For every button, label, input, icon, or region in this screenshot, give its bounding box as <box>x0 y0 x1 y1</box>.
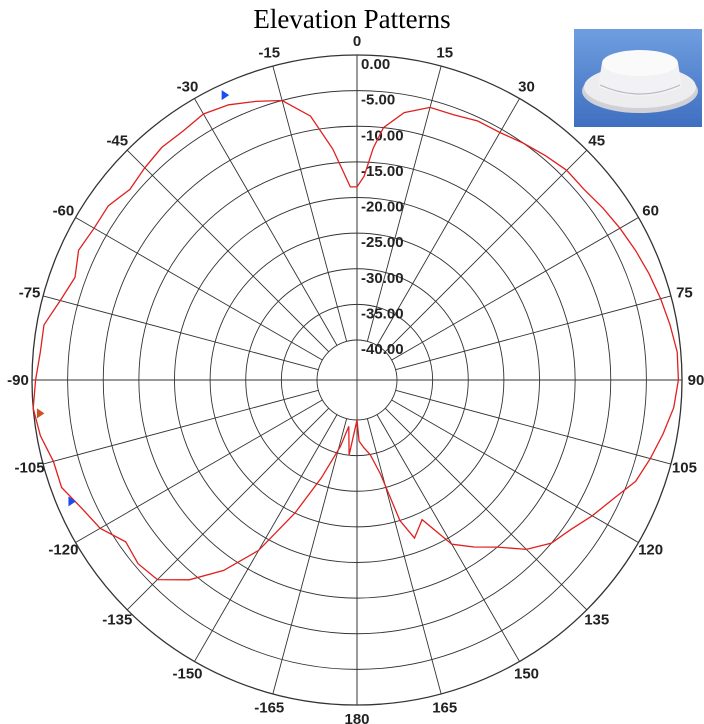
radial-tick-label: -15.00 <box>361 163 404 180</box>
grid-spoke <box>366 65 442 342</box>
grid-spoke <box>75 217 323 361</box>
angular-tick-label: -90 <box>7 372 29 389</box>
radial-tick-label: -25.00 <box>361 234 404 251</box>
grid-spoke <box>391 399 639 543</box>
marker-layer <box>36 90 230 507</box>
angular-tick-label: -165 <box>254 699 284 716</box>
radial-tick-label: -40.00 <box>361 341 404 358</box>
angular-tick-label: -75 <box>19 284 41 301</box>
angular-tick-label: 60 <box>642 203 659 220</box>
angular-tick-label: 135 <box>584 612 609 629</box>
radial-tick-labels: 0.00 -5.00 -10.00 -15.00 -20.00 -25.00 -30.00 -… <box>361 56 404 358</box>
angular-tick-label: -60 <box>53 203 75 220</box>
radial-tick-label: -5.00 <box>361 92 395 109</box>
grid-spoke <box>272 418 348 695</box>
chart-title: Elevation Patterns <box>253 4 451 34</box>
angular-tick-label: 120 <box>638 542 663 559</box>
angular-tick-label: 30 <box>518 78 535 95</box>
radial-tick-label: 0.00 <box>361 56 390 73</box>
angular-tick-label: 180 <box>344 711 369 724</box>
angular-tick-label: -105 <box>15 460 45 477</box>
angular-tick-label: -15 <box>258 45 280 62</box>
angular-tick-label: 45 <box>588 132 605 149</box>
grid-spoke <box>376 98 520 346</box>
series-layer <box>32 99 680 581</box>
grid-spoke <box>376 414 520 662</box>
grid-spoke <box>126 149 330 353</box>
grid-spoke <box>42 295 319 371</box>
grid-spoke <box>391 217 639 361</box>
grid-spoke <box>395 295 672 371</box>
grid-spoke <box>194 98 338 346</box>
radial-tick-label: -35.00 <box>361 305 404 322</box>
angular-tick-label: -120 <box>48 542 78 559</box>
angular-tick-labels: 0 15 30 45 60 75 90 105 120 135 150 165 180 -165 -150 -… <box>7 33 704 724</box>
grid-spoke <box>194 414 338 662</box>
angular-tick-label: 150 <box>514 666 539 683</box>
angular-tick-label: 75 <box>676 284 693 301</box>
angular-tick-label: 0 <box>353 33 361 50</box>
grid-spoke <box>272 65 348 342</box>
angular-tick-label: 165 <box>432 699 457 716</box>
radial-tick-label: -20.00 <box>361 199 404 216</box>
series-line <box>32 99 680 581</box>
radial-tick-label: -10.00 <box>361 127 404 144</box>
grid-spoke <box>384 149 588 353</box>
angular-tick-label: -30 <box>177 78 199 95</box>
series-marker <box>221 90 230 101</box>
series-marker <box>36 408 45 419</box>
angular-tick-label: 90 <box>688 372 704 389</box>
product-photo <box>574 29 702 127</box>
polar-grid <box>31 54 683 706</box>
grid-spoke <box>42 389 319 465</box>
angular-tick-label: -135 <box>102 612 132 629</box>
series-marker <box>68 496 76 507</box>
grid-spoke <box>395 389 672 465</box>
grid-spoke <box>126 407 330 611</box>
grid-spoke <box>384 407 588 611</box>
radial-tick-label: -30.00 <box>361 270 404 287</box>
angular-tick-label: -150 <box>172 666 202 683</box>
angular-tick-label: 105 <box>672 460 697 477</box>
grid-spoke <box>366 418 442 695</box>
angular-tick-label: 15 <box>436 45 453 62</box>
angular-tick-label: -45 <box>106 132 128 149</box>
grid-spoke <box>75 399 323 543</box>
